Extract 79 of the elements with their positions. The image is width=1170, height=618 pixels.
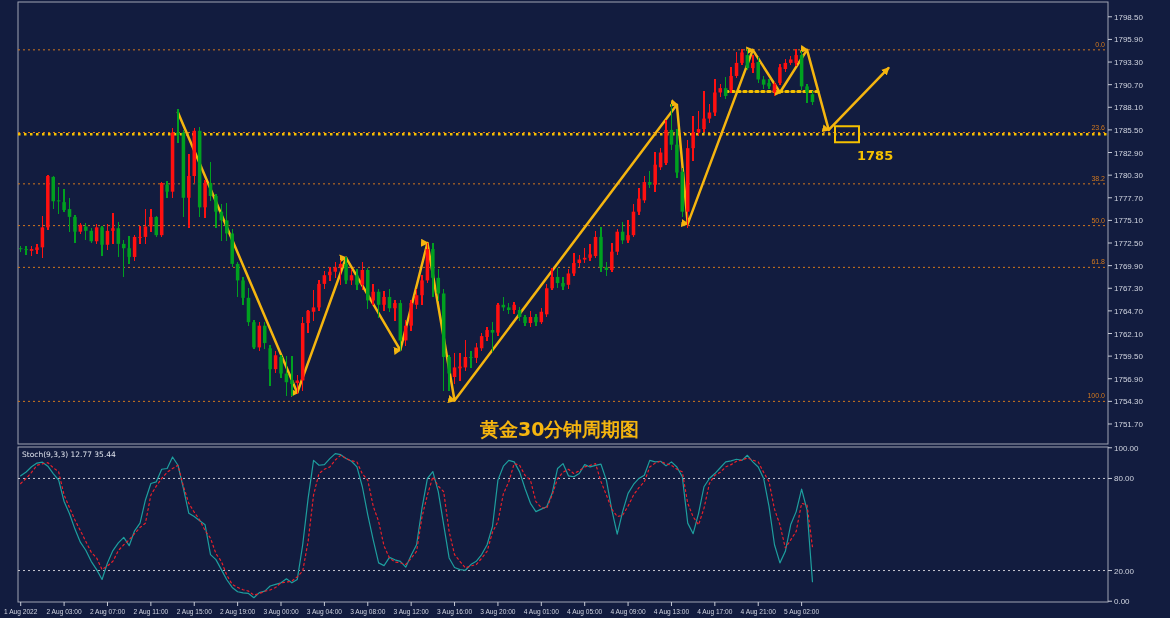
y-tick-label: 1767.30 bbox=[1114, 284, 1144, 294]
y-tick-label: 1754.30 bbox=[1114, 397, 1144, 407]
candlestick bbox=[268, 344, 272, 387]
y-tick-label: 1775.10 bbox=[1114, 216, 1144, 226]
annotation: 黄金30分钟周期图 bbox=[479, 418, 640, 440]
candlestick bbox=[447, 354, 451, 392]
candlestick bbox=[344, 256, 348, 285]
y-tick-label: 100.00 bbox=[1114, 443, 1140, 453]
candlestick bbox=[295, 374, 300, 395]
candlestick bbox=[637, 187, 641, 216]
candlestick bbox=[409, 299, 413, 332]
candlestick bbox=[262, 320, 267, 350]
candlestick bbox=[702, 90, 706, 133]
candlestick bbox=[778, 63, 782, 86]
y-tick-label: 0.00 bbox=[1114, 597, 1131, 607]
candlestick bbox=[767, 78, 771, 90]
candlestick bbox=[490, 320, 495, 353]
candlestick bbox=[653, 151, 657, 193]
candlestick bbox=[626, 219, 630, 244]
y-tick-label: 1780.30 bbox=[1114, 171, 1144, 181]
candlestick bbox=[588, 243, 592, 262]
y-tick-label: 1782.90 bbox=[1114, 148, 1144, 158]
candlestick bbox=[805, 83, 809, 105]
y-tick-label: 1772.50 bbox=[1114, 239, 1144, 249]
y-tick-label: 1756.90 bbox=[1114, 374, 1144, 384]
y-tick-label: 1759.50 bbox=[1114, 352, 1144, 362]
candlestick bbox=[469, 350, 473, 369]
candlestick bbox=[713, 78, 717, 117]
candlestick bbox=[62, 188, 66, 213]
y-tick-label: 80.00 bbox=[1114, 474, 1135, 484]
y-tick-label: 1790.70 bbox=[1114, 80, 1144, 90]
candlestick bbox=[355, 268, 359, 292]
candlestick bbox=[214, 193, 218, 229]
candlestick bbox=[328, 266, 332, 282]
candlestick bbox=[550, 267, 554, 292]
candlestick bbox=[371, 283, 375, 306]
candlestick bbox=[696, 110, 701, 138]
candlestick bbox=[35, 243, 39, 255]
candlestick bbox=[225, 202, 229, 242]
candlestick bbox=[474, 341, 478, 364]
y-tick-label: 20.00 bbox=[1114, 566, 1135, 576]
legend-label: 1785 bbox=[857, 148, 894, 164]
candlestick bbox=[317, 279, 321, 312]
candlestick bbox=[311, 289, 316, 322]
candlestick bbox=[566, 268, 571, 290]
candlestick bbox=[111, 212, 115, 245]
y-tick-label: 1769.90 bbox=[1114, 261, 1144, 271]
y-tick-label: 1798.50 bbox=[1114, 12, 1144, 22]
candlestick bbox=[729, 66, 733, 94]
y-tick-label: 1777.70 bbox=[1114, 193, 1144, 203]
candlestick bbox=[561, 276, 565, 292]
candlestick bbox=[420, 274, 424, 306]
candlestick bbox=[187, 153, 191, 229]
y-tick-label: 1793.30 bbox=[1114, 58, 1144, 68]
y-tick-label: 1762.10 bbox=[1114, 329, 1144, 339]
candlestick bbox=[279, 354, 283, 379]
y-tick-label: 1764.70 bbox=[1114, 306, 1144, 316]
candlestick bbox=[121, 239, 126, 279]
y-tick-label: 1788.10 bbox=[1114, 103, 1144, 113]
candlestick bbox=[127, 235, 131, 265]
candlestick bbox=[149, 208, 153, 233]
candlestick bbox=[306, 308, 310, 334]
y-tick-label: 1751.70 bbox=[1114, 419, 1144, 429]
candlestick bbox=[24, 245, 28, 256]
candlestick bbox=[382, 290, 386, 312]
candlestick bbox=[756, 56, 760, 85]
candlestick bbox=[751, 53, 755, 74]
candlestick bbox=[138, 225, 142, 245]
candlestick bbox=[241, 276, 245, 306]
y-tick-label: 1795.90 bbox=[1114, 35, 1144, 45]
candlestick bbox=[610, 241, 614, 273]
candlestick bbox=[393, 299, 397, 322]
candlestick bbox=[290, 355, 294, 397]
candlestick bbox=[100, 225, 104, 257]
y-tick-label: 1785.50 bbox=[1114, 125, 1144, 135]
candlestick bbox=[691, 115, 695, 162]
candlestick bbox=[615, 228, 619, 256]
candlestick bbox=[572, 252, 576, 277]
candlestick bbox=[73, 213, 77, 244]
